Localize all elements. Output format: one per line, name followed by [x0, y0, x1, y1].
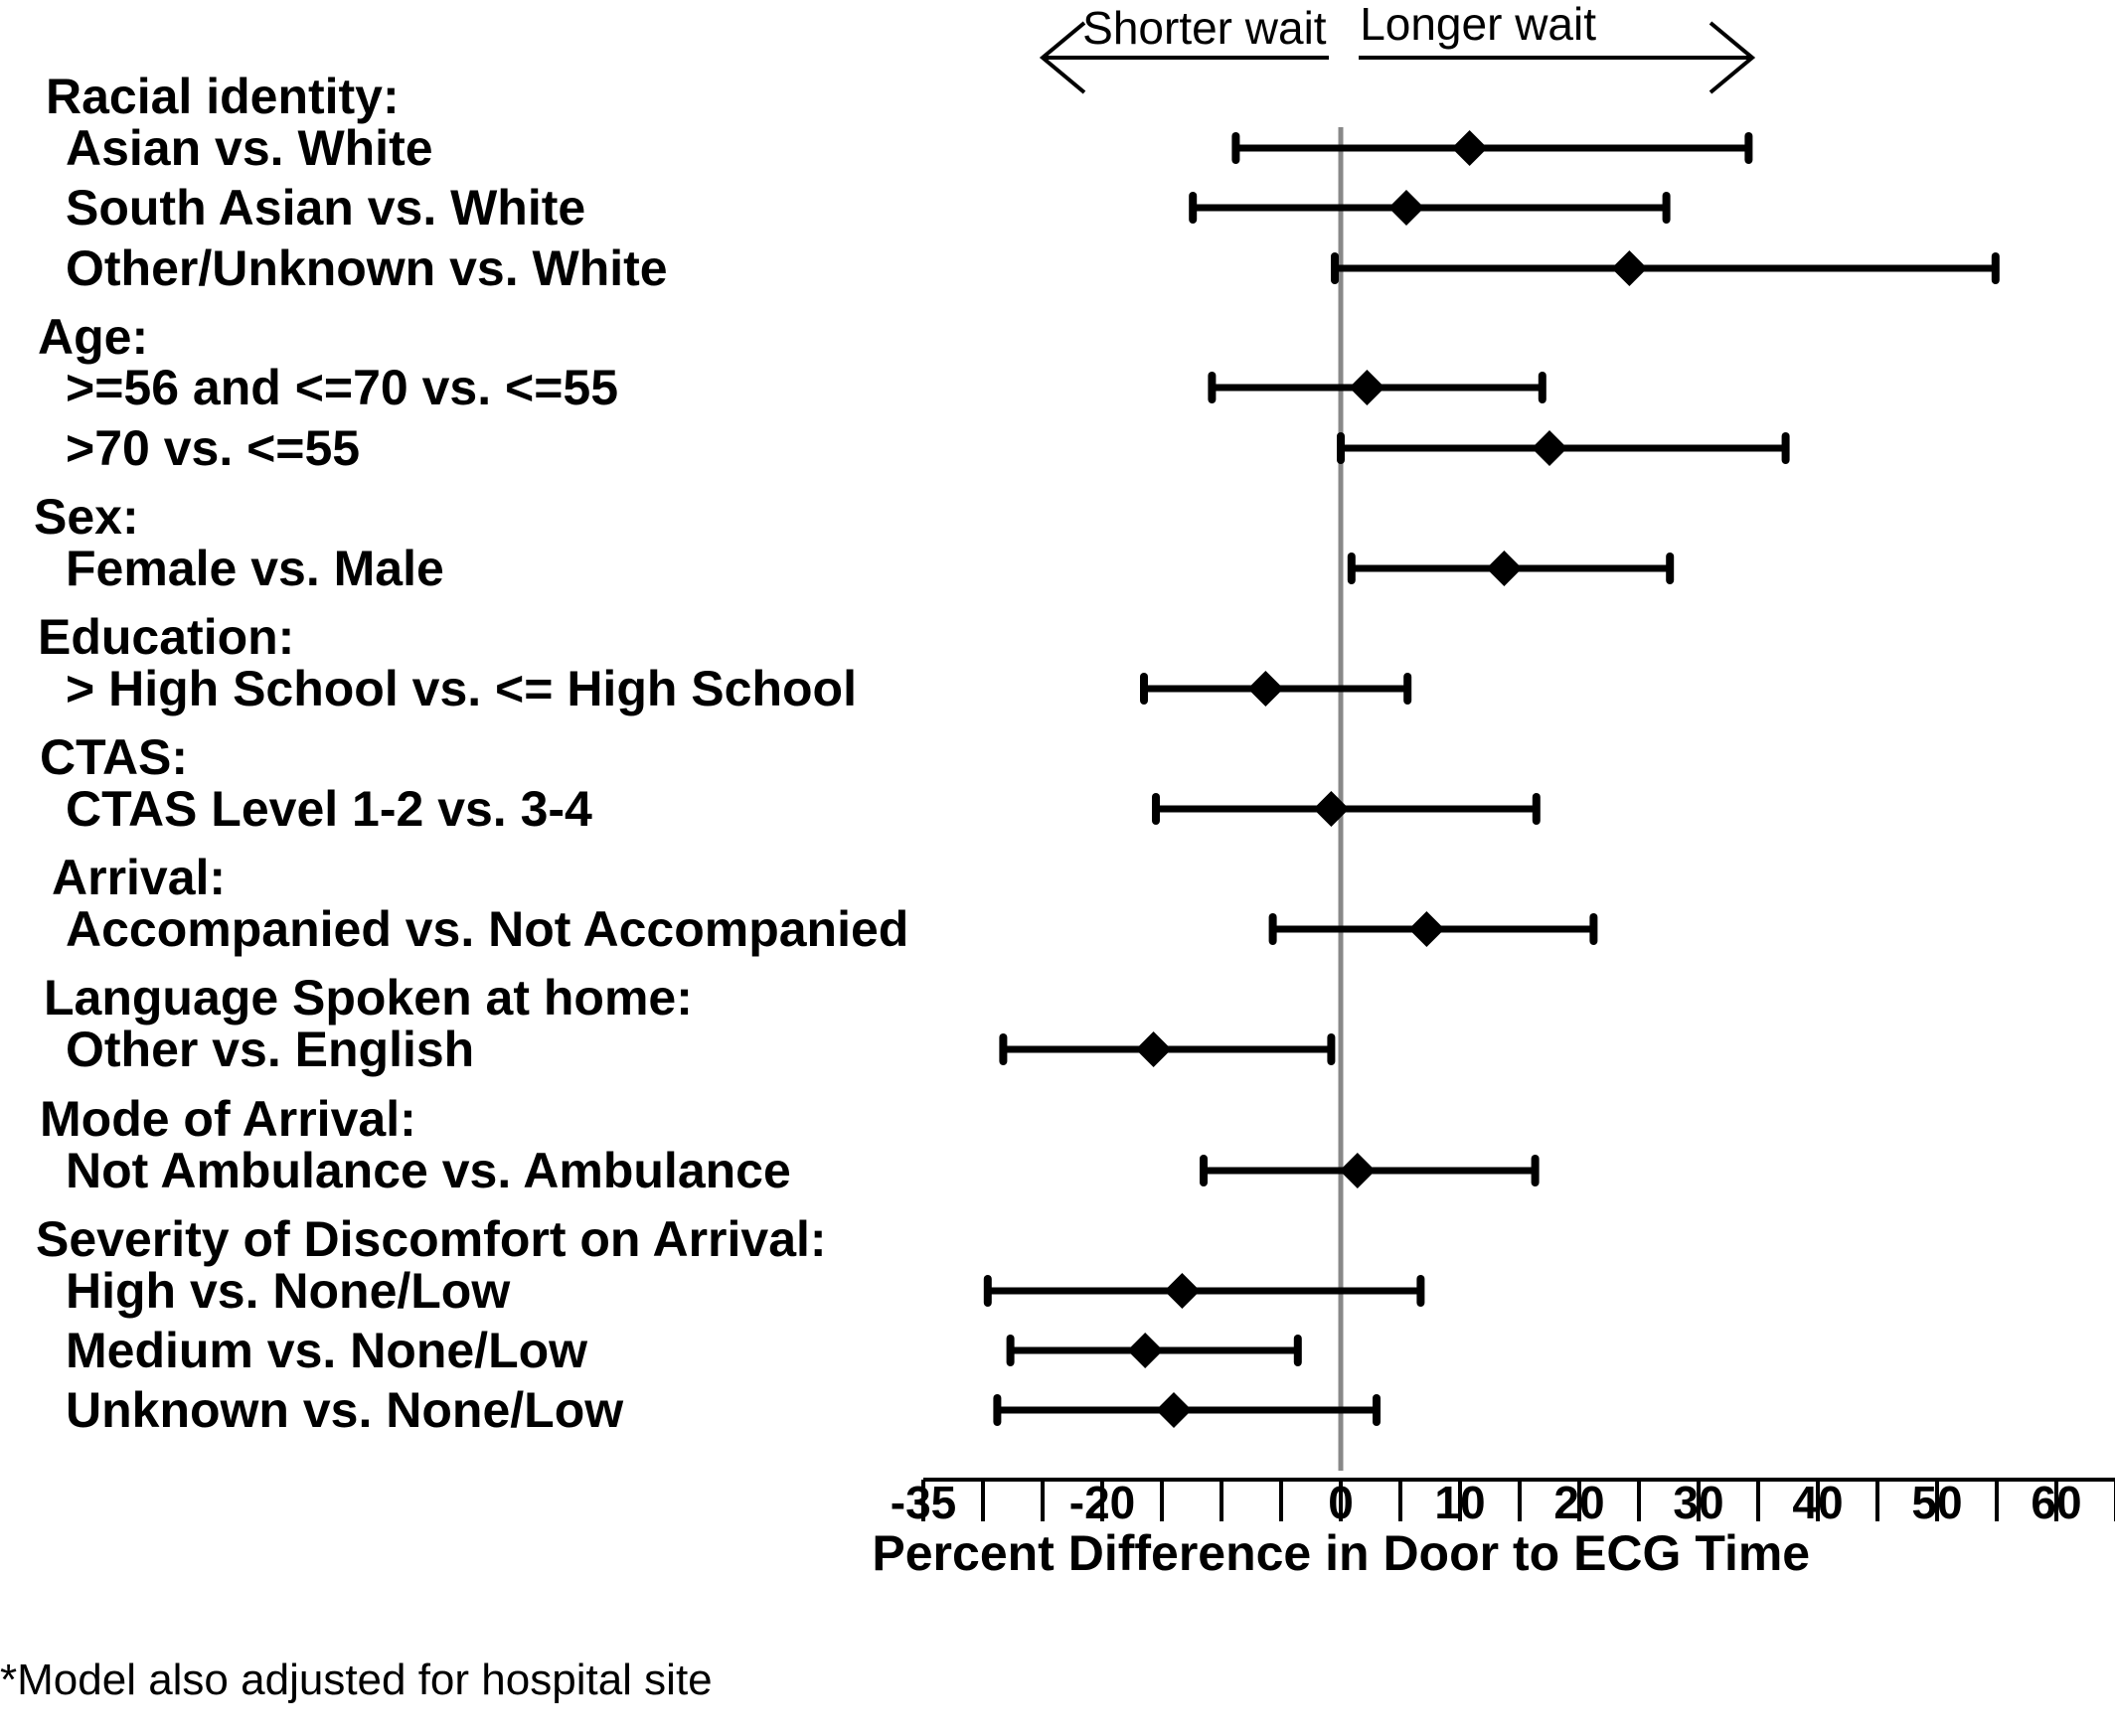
estimate-diamond: [1451, 130, 1488, 166]
row-label: Other vs. English: [66, 1022, 474, 1077]
group-header: Arrival:: [52, 850, 226, 905]
group-header: Racial identity:: [46, 69, 400, 124]
x-tick-label: 0: [1328, 1477, 1354, 1528]
estimate-diamond: [1156, 1392, 1192, 1428]
group-header: Age:: [38, 309, 148, 365]
row-label: > High School vs. <= High School: [66, 661, 857, 716]
estimate-diamond: [1611, 250, 1648, 286]
shorter-wait-arrowhead: [1039, 21, 1086, 94]
estimate-diamond: [1164, 1273, 1201, 1309]
estimate-diamond: [1349, 370, 1385, 405]
group-header: Education:: [38, 609, 294, 665]
row-label: Unknown vs. None/Low: [66, 1382, 623, 1438]
row-label: South Asian vs. White: [66, 180, 585, 236]
x-tick-label: 40: [1792, 1477, 1843, 1528]
x-tick-label: 60: [2031, 1477, 2081, 1528]
x-axis: -35 -20 0 10 20 30 40 50 60 Percent Difference in…: [872, 1477, 2115, 1581]
row-label: Accompanied vs. Not Accompanied: [66, 901, 908, 957]
row-label: Female vs. Male: [66, 541, 444, 596]
longer-wait-label: Longer wait: [1360, 0, 1596, 50]
x-tick-label: 20: [1553, 1477, 1604, 1528]
group-header: Language Spoken at home:: [44, 970, 693, 1026]
group-header: Mode of Arrival:: [40, 1091, 416, 1147]
estimate-diamond: [1486, 551, 1523, 586]
row-label: Medium vs. None/Low: [66, 1323, 587, 1378]
estimate-diamond: [1247, 671, 1284, 707]
x-tick-label: -35: [891, 1477, 956, 1528]
row-label: >=56 and <=70 vs. <=55: [66, 360, 618, 415]
footnote: *Model also adjusted for hospital site: [0, 1656, 713, 1704]
estimate-diamond: [1339, 1153, 1376, 1188]
x-axis-label: Percent Difference in Door to ECG Time: [872, 1525, 1810, 1581]
estimate-diamond: [1388, 190, 1424, 226]
group-header: CTAS:: [40, 729, 188, 785]
x-tick-label: -20: [1069, 1477, 1135, 1528]
row-label: Not Ambulance vs. Ambulance: [66, 1143, 791, 1198]
estimate-diamond: [1408, 911, 1445, 947]
direction-arrows: Shorter wait Longer wait: [1039, 0, 1756, 94]
x-tick-label: 30: [1673, 1477, 1723, 1528]
group-header: Severity of Discomfort on Arrival:: [36, 1211, 827, 1267]
row-label: >70 vs. <=55: [66, 420, 360, 476]
estimate-diamond: [1532, 430, 1567, 466]
x-tick-label: 50: [1911, 1477, 1962, 1528]
shorter-wait-label: Shorter wait: [1082, 2, 1327, 54]
row-label: High vs. None/Low: [66, 1263, 510, 1319]
longer-wait-arrowhead: [1708, 21, 1756, 94]
row-label: Asian vs. White: [66, 120, 433, 176]
row-label: CTAS Level 1-2 vs. 3-4: [66, 781, 592, 837]
estimate-diamond: [1313, 791, 1350, 827]
group-header: Sex:: [34, 489, 139, 545]
estimate-marks: [983, 130, 2000, 1428]
estimate-diamond: [1127, 1333, 1164, 1368]
x-tick-label: 10: [1434, 1477, 1485, 1528]
row-label: Other/Unknown vs. White: [66, 240, 668, 296]
estimate-diamond: [1135, 1031, 1172, 1067]
